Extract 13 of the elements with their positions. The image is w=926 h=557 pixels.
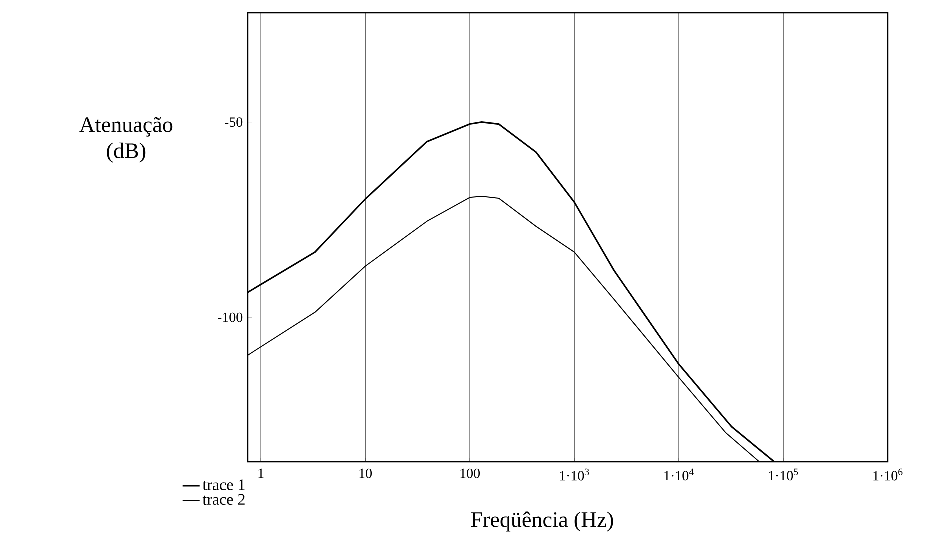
x-tick-label: 1·10$^{3}$ [560, 468, 590, 481]
y-tick-label: -50 [224, 118, 243, 128]
x-tick-label: 100 [460, 468, 480, 478]
x-axis-title: Freqüência (Hz) [471, 512, 614, 532]
legend-label: trace 2 [202, 494, 245, 506]
x-tick-label: 1·10$^{4}$ [664, 468, 694, 481]
y-axis-title: Atenuação (dB) [80, 117, 173, 163]
x-tick-label: 10 [360, 468, 372, 478]
y-tick-label: -100 [218, 312, 243, 322]
x-tick-label: 1·10$^{6}$ [874, 468, 903, 481]
x-tick-label: 1 [258, 468, 264, 478]
x-tick-label: 1·10$^{5}$ [769, 468, 798, 481]
legend-label: trace 1 [202, 480, 245, 490]
